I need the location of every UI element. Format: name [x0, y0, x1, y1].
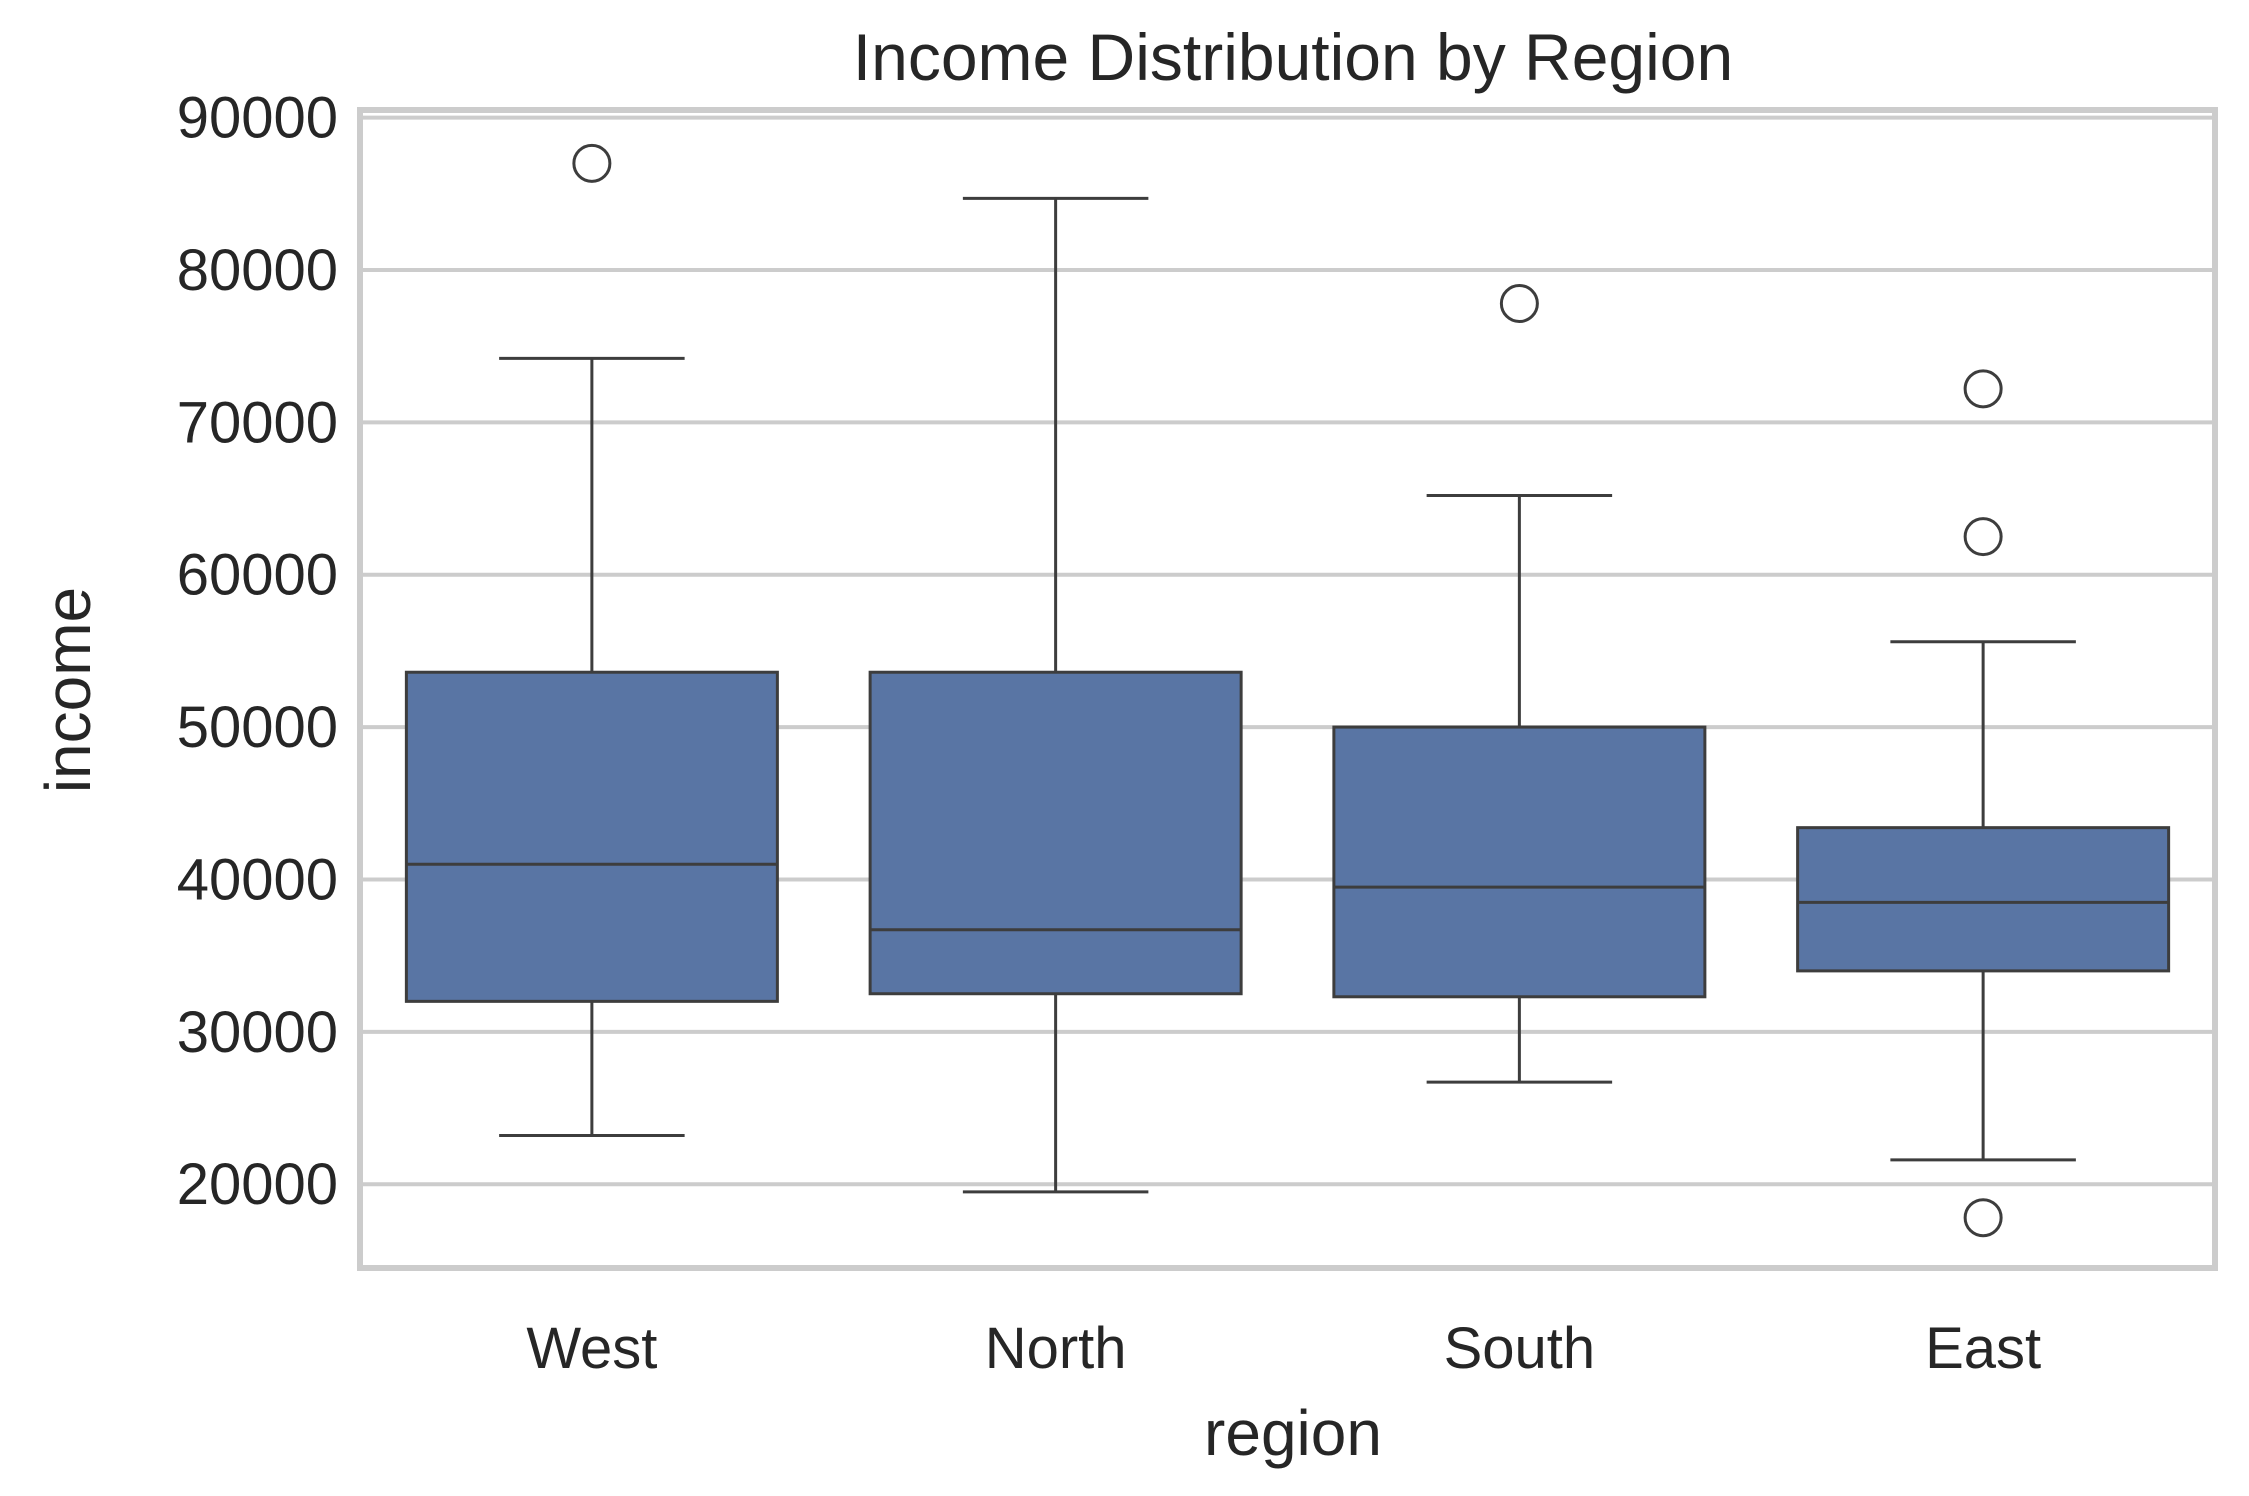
y-axis-label: income: [32, 587, 104, 793]
plot-frame: [357, 107, 2218, 1271]
x-tick-label: West: [526, 1316, 657, 1381]
box-east: [1796, 369, 2171, 1238]
box-north: [868, 196, 1243, 1194]
chart-title: Income Distribution by Region: [853, 20, 1733, 94]
y-tick-label: 60000: [177, 543, 338, 608]
y-tick-label: 80000: [177, 238, 338, 303]
box-group: [404, 143, 2171, 1238]
box-west: [404, 143, 779, 1137]
grid-lines: [360, 115, 2215, 1187]
iqr-box: [1796, 826, 2171, 973]
iqr-box: [868, 670, 1243, 996]
y-tick-label: 90000: [177, 86, 338, 151]
y-tick-label: 20000: [177, 1152, 338, 1217]
x-tick-labels: West North South East: [526, 1316, 2041, 1381]
iqr-box: [1332, 725, 1707, 999]
y-tick-label: 50000: [177, 695, 338, 760]
y-tick-label: 30000: [177, 1000, 338, 1065]
outlier-point: [1963, 1198, 2003, 1238]
outlier-point: [1499, 284, 1539, 324]
y-tick-labels: 20000 30000 40000 50000 60000 70000 80000 90000: [177, 86, 338, 1218]
outlier-point: [572, 143, 612, 183]
x-tick-label: South: [1444, 1316, 1596, 1381]
outlier-point: [1963, 517, 2003, 557]
iqr-box: [404, 670, 779, 1003]
box-south: [1332, 284, 1707, 1084]
x-axis-label: region: [1204, 1397, 1382, 1469]
outlier-point: [1963, 369, 2003, 409]
y-tick-label: 40000: [177, 847, 338, 912]
x-tick-label: East: [1925, 1316, 2041, 1381]
y-tick-label: 70000: [177, 390, 338, 455]
x-tick-label: North: [985, 1316, 1127, 1381]
